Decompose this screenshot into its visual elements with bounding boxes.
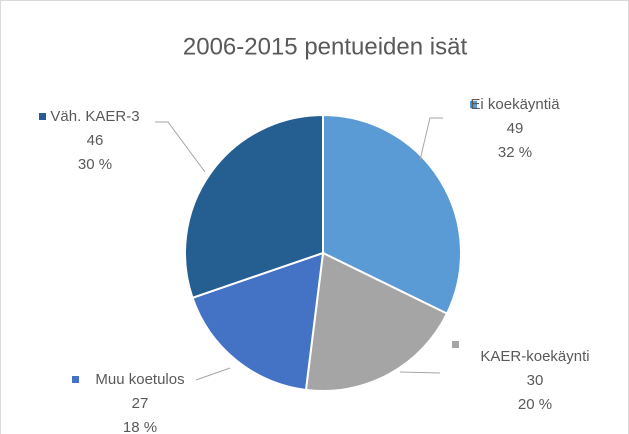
- percent-label: 20 %: [518, 396, 552, 413]
- value-label: 46: [87, 132, 104, 149]
- category-label: Ei koekäyntiä: [470, 96, 560, 113]
- percent-label: 30 %: [78, 156, 112, 173]
- chart-title: 2006-2015 pentueiden isät: [183, 33, 468, 60]
- leader-line: [195, 367, 231, 381]
- value-label: 49: [507, 120, 524, 137]
- legend-swatch: [452, 341, 459, 348]
- percent-label: 18 %: [123, 419, 157, 434]
- leader-line: [399, 371, 441, 374]
- category-label: Muu koetulos: [95, 371, 184, 388]
- legend-swatch: [72, 376, 79, 383]
- leader-line: [155, 121, 206, 173]
- leader-line: [419, 117, 443, 161]
- value-label: 27: [132, 395, 149, 412]
- value-label: 30: [527, 372, 544, 389]
- category-label: Väh. KAER-3: [50, 108, 139, 125]
- percent-label: 32 %: [498, 144, 532, 161]
- legend-swatch: [470, 101, 477, 108]
- pie-slice: [322, 113, 462, 315]
- category-label: KAER-koekäynti: [480, 348, 589, 365]
- legend-swatch: [39, 113, 46, 120]
- pie-slice: [304, 251, 449, 392]
- pie-slice: [184, 113, 324, 300]
